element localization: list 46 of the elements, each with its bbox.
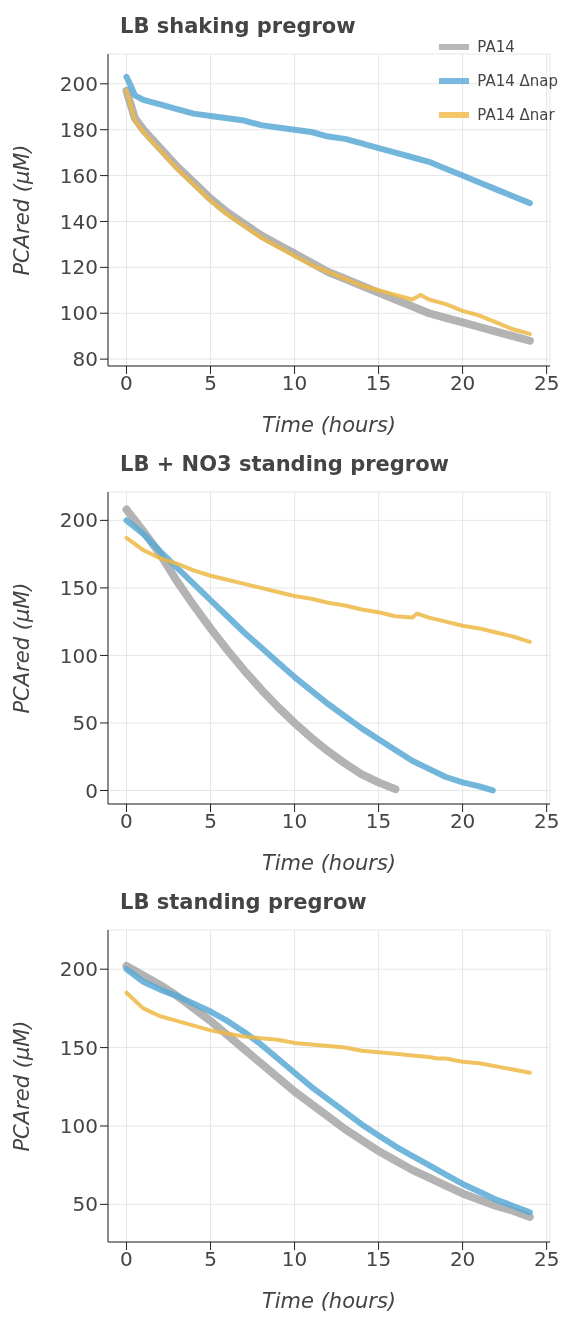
x-tick-label: 5 xyxy=(204,371,217,396)
x-tick-label: 10 xyxy=(281,809,308,834)
y-tick-label: 150 xyxy=(59,1035,98,1060)
y-axis-title: PCAred (μM) xyxy=(10,582,35,714)
chart-title: LB + NO3 standing pregrow xyxy=(120,452,449,476)
y-tick-label: 100 xyxy=(59,1114,98,1139)
x-tick-label: 0 xyxy=(120,809,133,834)
y-tick-label: 80 xyxy=(72,347,98,372)
x-tick-label: 5 xyxy=(204,1247,217,1272)
x-tick-label: 0 xyxy=(120,1247,133,1272)
y-tick-label: 50 xyxy=(72,1192,98,1217)
x-tick-label: 20 xyxy=(449,371,476,396)
y-tick-label: 50 xyxy=(72,711,98,736)
x-tick-label: 10 xyxy=(281,1247,308,1272)
y-tick-label: 100 xyxy=(59,301,98,326)
chart-title: LB standing pregrow xyxy=(120,890,367,914)
y-tick-label: 200 xyxy=(59,957,98,982)
y-axis-title: PCAred (μM) xyxy=(10,1020,35,1152)
y-tick-label: 140 xyxy=(59,209,98,234)
y-tick-label: 0 xyxy=(85,778,98,803)
y-tick-label: 200 xyxy=(59,508,98,533)
chart-title: LB shaking pregrow xyxy=(120,14,356,38)
y-tick-label: 200 xyxy=(59,71,98,96)
x-tick-label: 25 xyxy=(533,1247,560,1272)
x-axis-title: Time (hours) xyxy=(261,1289,397,1313)
x-tick-label: 15 xyxy=(365,371,392,396)
legend-label: PA14 Δnar xyxy=(477,106,555,124)
x-tick-label: 15 xyxy=(365,809,392,834)
x-tick-label: 10 xyxy=(281,371,308,396)
y-tick-label: 180 xyxy=(59,117,98,142)
x-tick-label: 5 xyxy=(204,809,217,834)
y-tick-label: 150 xyxy=(59,576,98,600)
x-tick-label: 0 xyxy=(120,371,133,396)
y-tick-label: 100 xyxy=(59,643,98,668)
x-axis-title: Time (hours) xyxy=(261,413,397,437)
legend-label: PA14 Δnap xyxy=(477,72,558,90)
y-tick-label: 160 xyxy=(59,163,98,188)
x-tick-label: 20 xyxy=(449,1247,476,1272)
x-tick-label: 20 xyxy=(449,809,476,834)
legend-label: PA14 xyxy=(477,38,515,56)
y-tick-label: 120 xyxy=(59,255,98,280)
y-axis-title: PCAred (μM) xyxy=(10,144,35,276)
x-tick-label: 25 xyxy=(533,809,560,834)
x-axis-title: Time (hours) xyxy=(261,851,397,875)
x-tick-label: 15 xyxy=(365,1247,392,1272)
x-tick-label: 25 xyxy=(533,371,560,396)
